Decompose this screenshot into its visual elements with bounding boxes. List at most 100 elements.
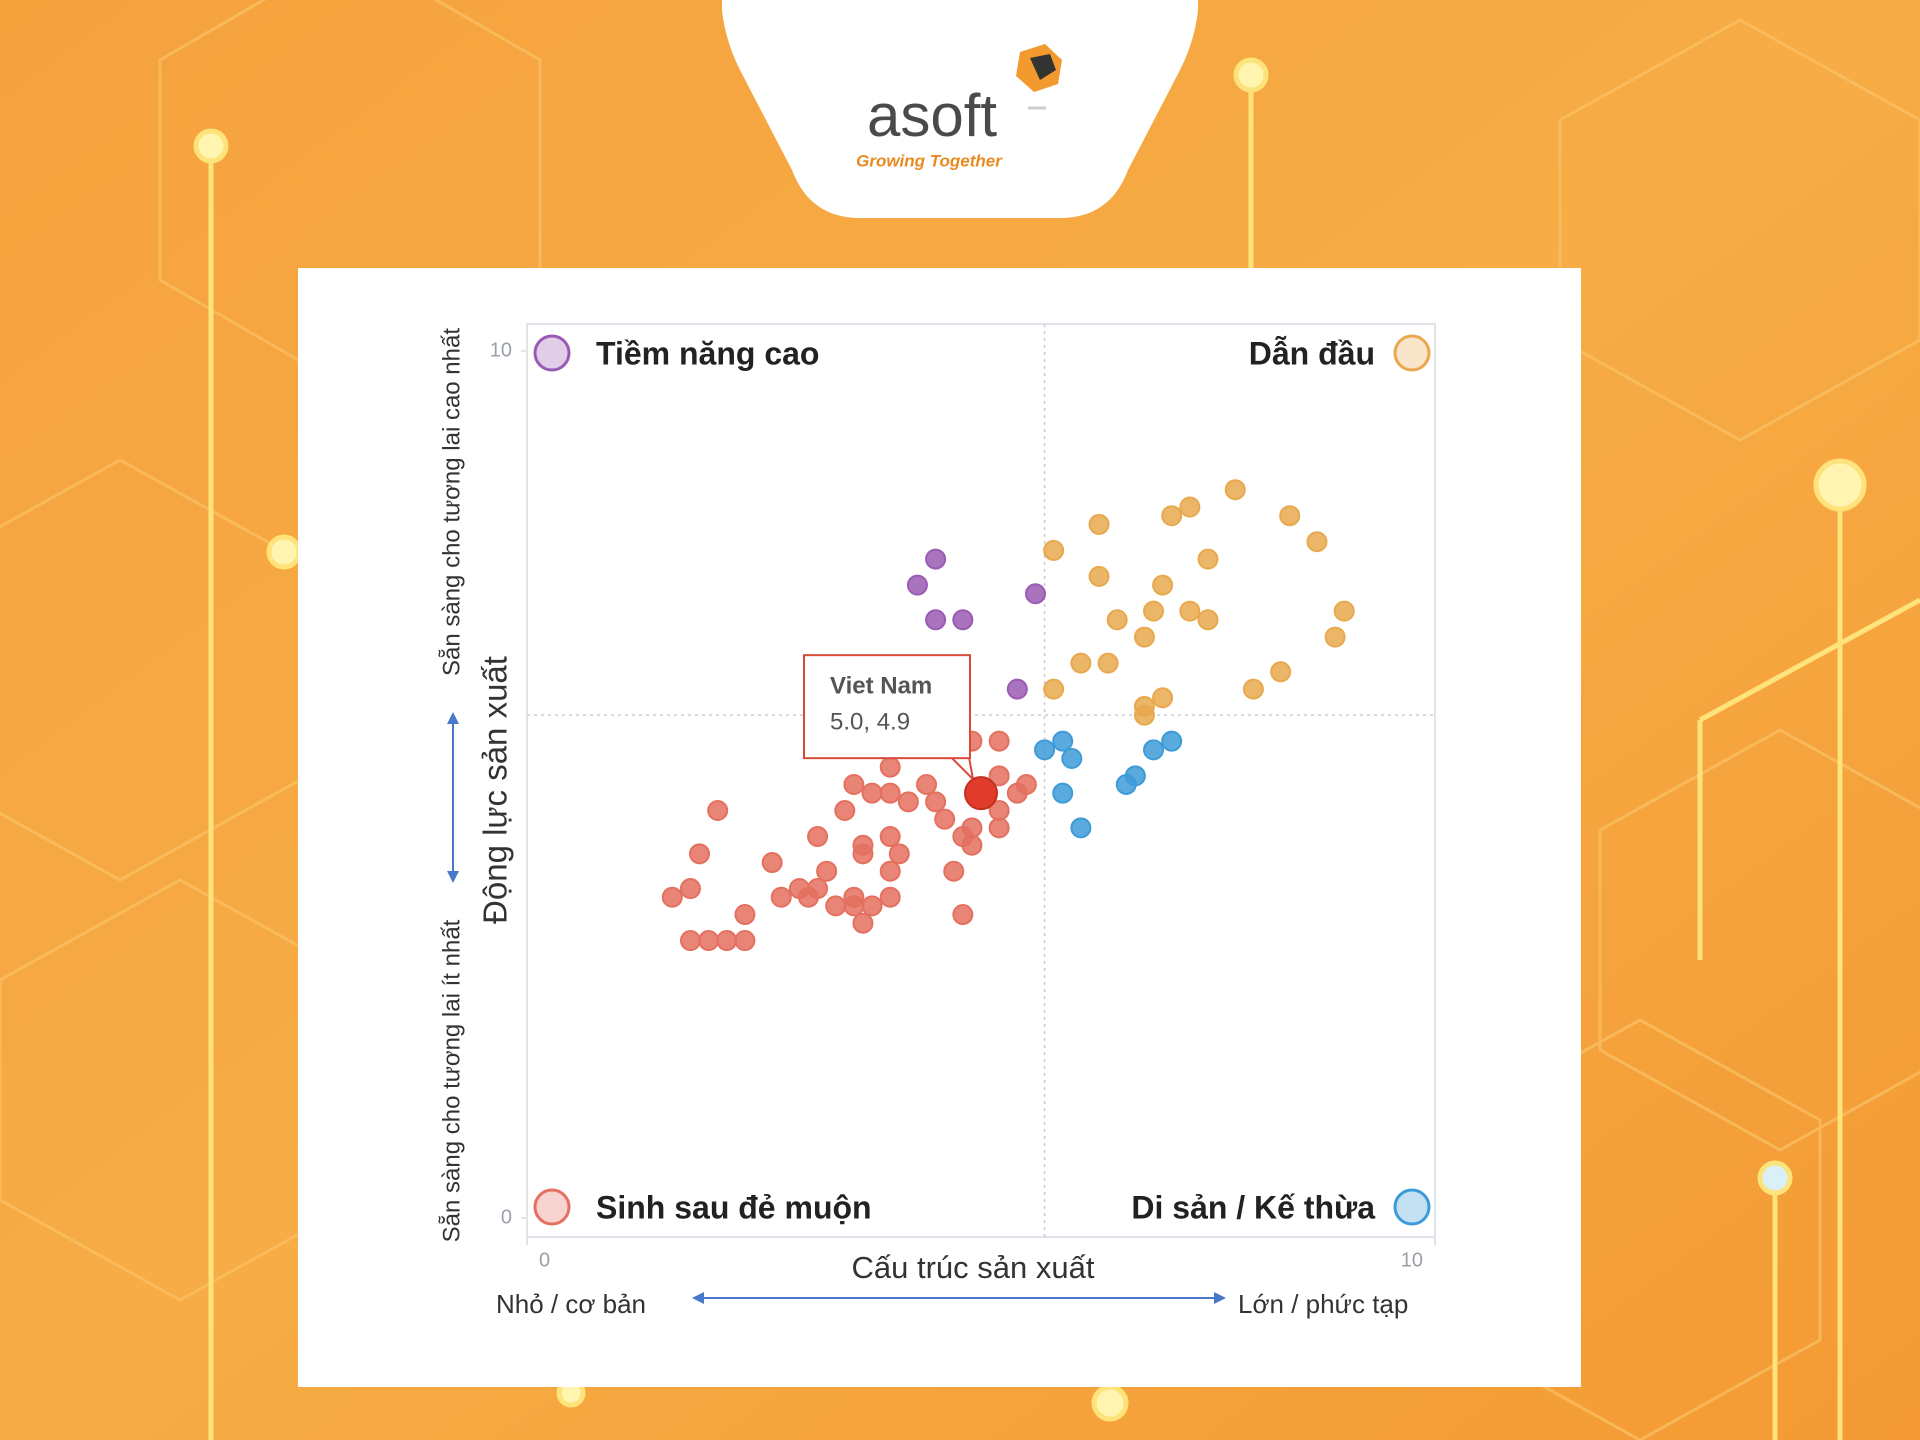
point (988, 730, 1010, 752)
chart: 0 10 0 10 Cấu trúc sản xuất Nhỏ / cơ bản Lớn /… (437, 324, 1436, 1319)
point (1070, 652, 1092, 674)
point (943, 860, 965, 882)
point (879, 826, 901, 848)
point (925, 791, 947, 813)
legend-label: Dẫn đầu (1249, 335, 1375, 371)
point (1152, 687, 1174, 709)
point (1043, 678, 1065, 700)
x-low-label: Nhỏ / cơ bản (496, 1289, 646, 1319)
point (825, 895, 847, 917)
point (1161, 505, 1183, 527)
circuit-lines (193, 57, 1920, 1440)
y-tick-label: 0 (501, 1206, 512, 1228)
legend-swatch (1393, 1188, 1431, 1226)
legend-swatch (533, 334, 571, 372)
point (1197, 548, 1219, 570)
point (888, 843, 910, 865)
point (1333, 600, 1355, 622)
y-axis-label: Động lực sản xuất (477, 656, 514, 924)
point (1179, 600, 1201, 622)
point (861, 782, 883, 804)
y-high-label: Sẵn sàng cho tương lai cao nhất (437, 328, 465, 676)
point (734, 904, 756, 926)
point (1133, 626, 1155, 648)
point (934, 808, 956, 830)
annotation-name: Viet Nam (830, 673, 932, 700)
point (1270, 661, 1292, 683)
legend-swatch (1393, 334, 1431, 372)
point (1024, 583, 1046, 605)
point (988, 817, 1010, 839)
point (916, 774, 938, 795)
x-tick-label: 10 (1401, 1249, 1423, 1271)
point (1006, 782, 1028, 804)
point (1143, 739, 1165, 761)
point (1006, 678, 1028, 700)
x-axis-label: Cấu trúc sản xuất (852, 1250, 1095, 1285)
x-high-label: Lớn / phức tạp (1238, 1289, 1408, 1319)
point (1224, 479, 1246, 501)
logo-badge (722, 0, 1198, 218)
point (1179, 496, 1201, 518)
point (807, 826, 829, 848)
point (816, 860, 838, 882)
logo-icon (1016, 44, 1062, 110)
point (834, 800, 856, 822)
point (1070, 817, 1092, 839)
point (770, 886, 792, 908)
arrow-head (1214, 1292, 1226, 1304)
point (1143, 600, 1165, 622)
legend-swatch (533, 1188, 571, 1226)
point (843, 774, 865, 795)
point (1088, 565, 1110, 587)
logo-name: asoft (867, 82, 997, 149)
point (961, 817, 983, 839)
point (761, 852, 783, 874)
point (952, 904, 974, 926)
legend-label: Sinh sau đẻ muộn (596, 1189, 872, 1225)
point (707, 800, 729, 822)
point (925, 609, 947, 631)
y-low-label: Sẵn sàng cho tương lai ít nhất (437, 919, 465, 1242)
point (843, 895, 865, 917)
point (679, 930, 701, 952)
x-tick-label: 0 (539, 1249, 550, 1271)
point (716, 930, 738, 952)
annotation: Viet Nam 5.0, 4.9 (803, 654, 975, 783)
point (1043, 539, 1065, 561)
point (1061, 747, 1083, 769)
point (734, 930, 756, 952)
point (952, 609, 974, 631)
arrow-head (447, 712, 459, 724)
legend-label: Di sản / Kế thừa (1131, 1189, 1375, 1225)
point (1097, 652, 1119, 674)
point (1306, 531, 1328, 553)
point (861, 895, 883, 917)
arrow-head (692, 1292, 704, 1304)
point (689, 843, 711, 865)
point (879, 756, 901, 778)
point (897, 791, 919, 813)
point (852, 843, 874, 865)
point (988, 765, 1010, 787)
point (1052, 730, 1074, 752)
point (1197, 609, 1219, 631)
plot-frame (526, 323, 1436, 1238)
point (698, 930, 720, 952)
point (1279, 505, 1301, 527)
point (1106, 609, 1128, 631)
y-tick-label: 10 (490, 339, 512, 361)
arrow-head (447, 871, 459, 883)
point (1161, 730, 1183, 752)
point (797, 886, 819, 908)
point (961, 834, 983, 856)
point (879, 886, 901, 908)
highlight-point (964, 776, 998, 811)
annotation-box (803, 654, 971, 760)
point (852, 912, 874, 934)
point (1133, 704, 1155, 726)
point (879, 782, 901, 804)
point (879, 860, 901, 882)
point (679, 878, 701, 900)
point (1242, 678, 1264, 700)
